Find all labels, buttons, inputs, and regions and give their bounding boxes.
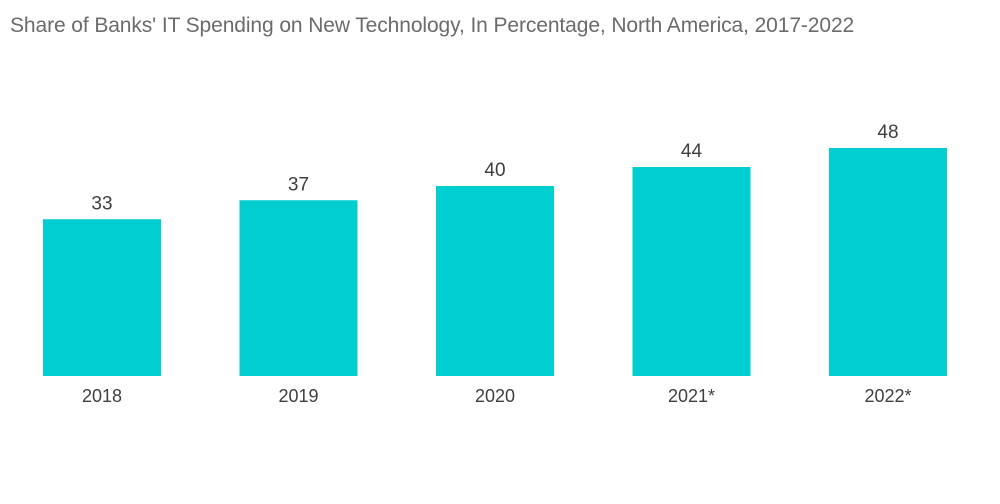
- x-tick-label: 2022*: [864, 386, 911, 406]
- chart-title: Share of Banks' IT Spending on New Techn…: [10, 14, 855, 37]
- bar-2022: [829, 148, 947, 376]
- value-label: 33: [91, 193, 112, 214]
- bar-2019: [239, 200, 358, 376]
- bars-layer: [43, 148, 947, 376]
- bar-2018: [43, 219, 161, 376]
- x-axis: 2018 2019 2020 2021* 2022*: [82, 386, 912, 406]
- bar-2021: [632, 167, 751, 376]
- x-tick-label: 2019: [278, 386, 318, 406]
- value-label: 40: [484, 160, 505, 181]
- value-label: 48: [877, 122, 898, 143]
- bar-2020: [436, 186, 554, 376]
- x-tick-label: 2018: [82, 386, 122, 406]
- value-label: 44: [681, 141, 703, 162]
- x-tick-label: 2020: [475, 386, 515, 406]
- x-tick-label: 2021*: [668, 386, 715, 406]
- value-labels-layer: 33 37 40 44 48: [91, 122, 898, 214]
- value-label: 37: [288, 174, 309, 195]
